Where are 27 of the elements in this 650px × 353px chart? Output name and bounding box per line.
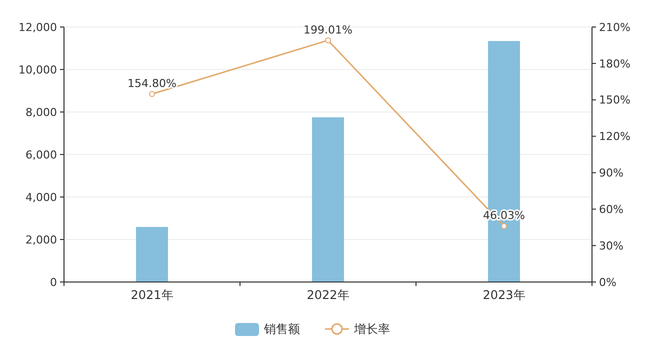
data-label: 154.80% bbox=[128, 77, 176, 90]
y2-tick-label: 90% bbox=[599, 166, 624, 180]
y2-tick-label: 0% bbox=[599, 276, 616, 289]
point bbox=[501, 223, 507, 230]
bar bbox=[136, 226, 168, 282]
y-tick-label: 12,000 bbox=[18, 20, 57, 34]
y-tick-label: 6,000 bbox=[26, 148, 57, 162]
bar bbox=[312, 117, 344, 282]
y-tick-label: 0 bbox=[50, 276, 57, 289]
x-tick-label: 2022年 bbox=[306, 288, 350, 302]
y-tick-label: 10,000 bbox=[18, 63, 57, 76]
y2-tick-label: 150% bbox=[599, 94, 630, 107]
x-tick-label: 2021年 bbox=[130, 288, 174, 302]
y2-tick-label: 30% bbox=[599, 239, 624, 252]
y2-tick-label: 120% bbox=[599, 130, 630, 144]
y-tick-label: 8,000 bbox=[26, 106, 57, 119]
y2-tick-label: 60% bbox=[599, 202, 624, 216]
x-tick-label: 2023年 bbox=[482, 288, 526, 302]
point bbox=[325, 37, 331, 44]
legend-label: 销售额 bbox=[263, 322, 300, 336]
y2-tick-label: 180% bbox=[599, 57, 630, 70]
legend-label: 增长率 bbox=[353, 322, 390, 336]
y2-tick-label: 210% bbox=[599, 20, 630, 34]
data-label: 199.01% bbox=[304, 23, 352, 36]
y-tick-label: 4,000 bbox=[26, 190, 57, 204]
point bbox=[149, 91, 155, 98]
y-tick-label: 2,000 bbox=[26, 233, 57, 246]
